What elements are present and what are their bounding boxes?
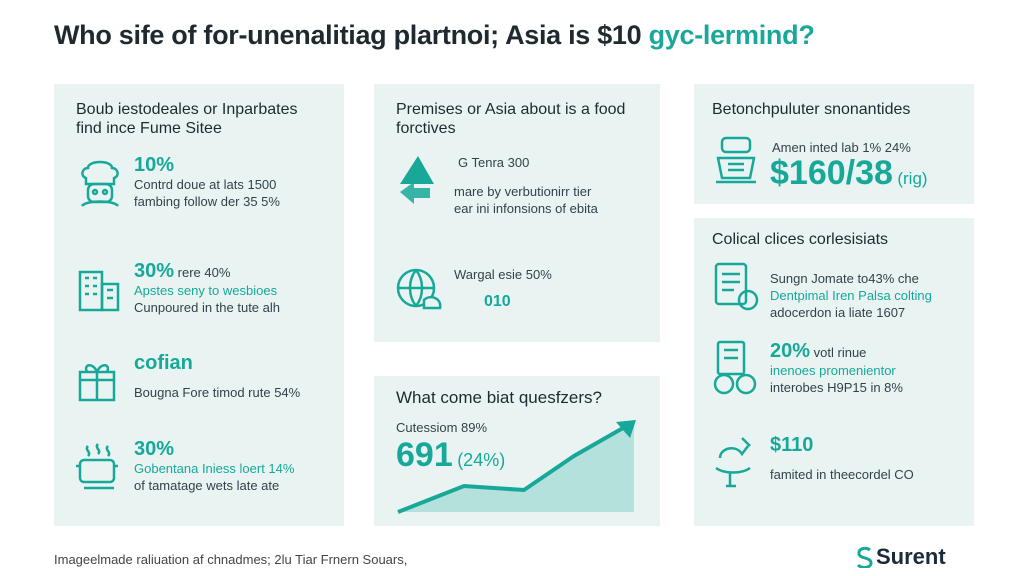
panel-right-bottom-header: Colical clices corlesisiats bbox=[712, 231, 889, 248]
item-line: Wargal esie 50% bbox=[454, 267, 552, 282]
item-line: of tamatage wets late ate bbox=[134, 478, 280, 493]
big-value: $160/38 bbox=[770, 154, 893, 192]
chef-icon bbox=[74, 154, 126, 210]
list-item: Wargal esie 50% 010 bbox=[394, 260, 552, 316]
item-line: Apstes seny to wesbioes bbox=[134, 283, 278, 298]
panel-right-top: Betonchpuluter snonantides Amen inted la… bbox=[694, 84, 974, 204]
list-item: cofian Bougna Fore timod rute 54% bbox=[74, 352, 300, 408]
stat-value: cofian bbox=[134, 352, 193, 374]
panel-mid-bottom: What come biat quesfzers? Cutessiom 89% … bbox=[374, 376, 660, 526]
item-line: famited in theecordel CO bbox=[770, 467, 914, 482]
list-item: $110 famited in theecordel CO bbox=[710, 434, 914, 490]
item-line: 010 bbox=[484, 293, 511, 310]
item-line: adocerdon ia liate 1607 bbox=[770, 305, 906, 320]
list-item: G Tenra 300 mare by verbutionirr tier ea… bbox=[394, 154, 598, 217]
item-line: mare by verbutionirr tier bbox=[454, 184, 592, 199]
list-item: Sungn Jomate to43% che Dentpimal Iren Pa… bbox=[710, 258, 932, 321]
scale-device-icon bbox=[710, 134, 762, 190]
value-note: (24%) bbox=[457, 450, 506, 470]
cooking-pot-icon bbox=[74, 438, 126, 494]
brand-logo: Surent bbox=[856, 544, 946, 570]
item-line: interobes H9P15 in 8% bbox=[770, 380, 903, 395]
item-line: ear ini infonsions of ebita bbox=[454, 201, 598, 216]
list-item: 20% votl rinue inenoes promenientor inte… bbox=[710, 340, 903, 396]
panel-mid-bottom-caption: Cutessiom 89% bbox=[396, 420, 488, 435]
title-highlight: gyc-lermind? bbox=[648, 20, 815, 50]
panel-left: Boub iestodeales or Inparbates find ince… bbox=[54, 84, 344, 526]
gift-box-icon bbox=[74, 352, 126, 408]
stat-value: $110 bbox=[770, 434, 814, 456]
value-note: (rig) bbox=[897, 169, 928, 188]
trend-arrow-icon bbox=[397, 420, 636, 514]
item-line: Contrd doue at lats 1500 bbox=[134, 177, 277, 192]
stat-value: 10% bbox=[134, 154, 175, 176]
list-item: 30% Gobentana Iniess loert 14% of tamata… bbox=[74, 438, 294, 494]
item-line: Dentpimal Iren Palsa colting bbox=[770, 288, 932, 303]
panel-mid-top-header: Premises or Asia about is a food forctiv… bbox=[396, 101, 626, 137]
big-value: 691 bbox=[396, 436, 453, 474]
calendar-doc-icon bbox=[710, 258, 762, 314]
stat-note: votl rinue bbox=[813, 345, 867, 360]
stat-value: 20% bbox=[770, 340, 811, 362]
item-line: fambing follow der 35 5% bbox=[134, 194, 280, 209]
list-item: 10% Contrd doue at lats 1500 fambing fol… bbox=[74, 154, 280, 210]
footer-note: Imageelmade raliuation af chnadmes; 2lu … bbox=[54, 552, 408, 567]
stat-value: 30% bbox=[134, 438, 175, 460]
item-line: Bougna Fore timod rute 54% bbox=[134, 385, 301, 400]
value-block: $160/38 (rig) bbox=[770, 154, 928, 193]
panel-mid-bottom-header: What come biat quesfzers? bbox=[396, 388, 602, 407]
building-icon bbox=[74, 260, 126, 316]
item-line: Sungn Jomate to43% che bbox=[770, 271, 919, 286]
item-line: G Tenra 300 bbox=[458, 155, 530, 170]
tap-food-icon bbox=[710, 434, 762, 490]
stat-value: 30% bbox=[134, 260, 175, 282]
report-coins-icon bbox=[710, 340, 762, 396]
title-main: Who sife of for-unenalitiag plartnoi; As… bbox=[54, 20, 649, 50]
globe-food-icon bbox=[394, 260, 446, 316]
panel-right-top-caption: Amen inted lab 1% 24% bbox=[772, 140, 911, 155]
panel-right-top-header: Betonchpuluter snonantides bbox=[712, 101, 911, 118]
item-line: inenoes promenientor bbox=[770, 363, 896, 378]
list-item: 30% rere 40% Apstes seny to wesbioes Cun… bbox=[74, 260, 280, 316]
page-title: Who sife of for-unenalitiag plartnoi; As… bbox=[54, 20, 815, 51]
panel-right-bottom: Colical clices corlesisiats Sungn Jomate… bbox=[694, 218, 974, 526]
panel-mid-top: Premises or Asia about is a food forctiv… bbox=[374, 84, 660, 342]
item-line: Gobentana Iniess loert 14% bbox=[134, 461, 295, 476]
logo-mark-icon bbox=[856, 546, 873, 568]
panel-left-header: Boub iestodeales or Inparbates find ince… bbox=[76, 101, 298, 137]
growth-arrows-icon bbox=[394, 154, 446, 210]
logo-text: Surent bbox=[876, 544, 946, 569]
stat-note: rere 40% bbox=[177, 265, 231, 280]
value-block: 691 (24%) bbox=[396, 436, 505, 475]
item-line: Cunpoured in the tute alh bbox=[134, 300, 280, 315]
